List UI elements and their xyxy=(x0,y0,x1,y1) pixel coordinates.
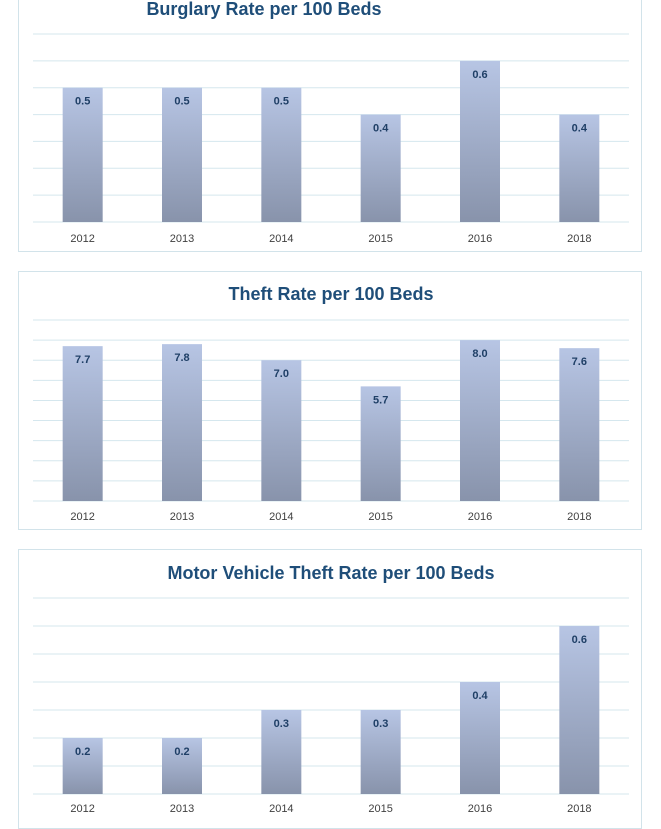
x-tick-label-2018: 2018 xyxy=(567,511,591,523)
data-label-2016: 0.6 xyxy=(472,69,487,81)
theft-chart: Theft Rate per 100 Beds 7.7 2012 7.8 2013 7.… xyxy=(33,284,629,523)
bar-2018 xyxy=(559,348,600,501)
bar-2014 xyxy=(261,87,302,222)
x-tick-label-2014: 2014 xyxy=(269,233,293,245)
x-tick-label-2018: 2018 xyxy=(567,233,591,245)
x-tick-label-2016: 2016 xyxy=(468,511,492,523)
data-label-2012: 0.5 xyxy=(75,96,90,108)
chart-title: Motor Vehicle Theft Rate per 100 Beds xyxy=(167,563,494,583)
x-tick-label-2015: 2015 xyxy=(368,511,392,523)
bar-2015 xyxy=(360,710,401,794)
gridlines xyxy=(33,33,629,223)
bar-2018 xyxy=(559,626,600,794)
data-label-2013: 0.5 xyxy=(174,96,189,108)
bar-2012 xyxy=(62,346,103,501)
x-tick-label-2012: 2012 xyxy=(70,233,94,245)
data-label-2014: 0.5 xyxy=(274,96,289,108)
bar-2015 xyxy=(360,114,401,222)
bar-2016 xyxy=(460,340,500,501)
x-tick-label-2012: 2012 xyxy=(70,511,94,523)
data-label-2015: 5.7 xyxy=(373,394,388,406)
theft-chart-panel: Theft Rate per 100 Beds 7.7 2012 7.8 2013 7.… xyxy=(18,271,642,530)
bar-2016 xyxy=(460,60,500,222)
motor-vehicle-theft-chart-panel: Motor Vehicle Theft Rate per 100 Beds 0.… xyxy=(18,549,642,829)
chart-title: Burglary Rate per 100 Beds xyxy=(146,0,381,19)
x-tick-label-2015: 2015 xyxy=(368,233,392,245)
data-label-2018: 0.6 xyxy=(572,634,587,646)
data-label-2014: 7.0 xyxy=(274,368,289,380)
bar-2016 xyxy=(460,682,500,794)
burglary-chart: Burglary Rate per 100 Beds 0.5 2012 0.5 201… xyxy=(33,0,629,245)
gridlines xyxy=(33,597,629,795)
data-label-2013: 7.8 xyxy=(174,352,189,364)
bar-2012 xyxy=(62,87,103,222)
x-tick-label-2016: 2016 xyxy=(468,233,492,245)
data-label-2013: 0.2 xyxy=(174,746,189,758)
motor-vehicle-theft-chart: Motor Vehicle Theft Rate per 100 Beds 0.… xyxy=(33,563,629,815)
data-label-2015: 0.3 xyxy=(373,718,388,730)
burglary-chart-panel: Burglary Rate per 100 Beds 0.5 2012 0.5 201… xyxy=(18,0,642,252)
bar-2014 xyxy=(261,360,302,501)
data-label-2012: 0.2 xyxy=(75,746,90,758)
x-tick-label-2013: 2013 xyxy=(170,511,194,523)
chart-title: Theft Rate per 100 Beds xyxy=(228,284,433,304)
bar-2013 xyxy=(162,344,202,501)
data-label-2016: 8.0 xyxy=(472,348,487,360)
bar-2018 xyxy=(559,114,600,222)
data-label-2016: 0.4 xyxy=(472,690,488,702)
bar-2015 xyxy=(360,386,401,501)
data-label-2018: 7.6 xyxy=(572,356,587,368)
x-tick-label-2014: 2014 xyxy=(269,511,293,523)
bar-2013 xyxy=(162,738,202,794)
x-tick-label-2013: 2013 xyxy=(170,233,194,245)
data-label-2015: 0.4 xyxy=(373,123,389,135)
bar-2012 xyxy=(62,738,103,794)
bar-2014 xyxy=(261,710,302,794)
data-label-2014: 0.3 xyxy=(274,718,289,730)
data-label-2012: 7.7 xyxy=(75,354,90,366)
bar-2013 xyxy=(162,87,202,222)
gridlines xyxy=(33,319,629,502)
data-label-2018: 0.4 xyxy=(572,123,588,135)
